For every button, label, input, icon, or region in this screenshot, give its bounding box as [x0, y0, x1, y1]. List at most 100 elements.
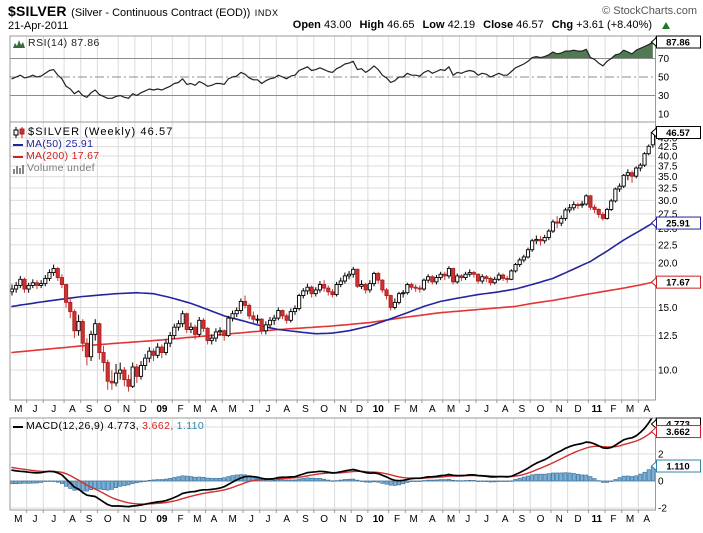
svg-text:15.0: 15.0 [658, 303, 678, 314]
svg-text:11: 11 [591, 514, 602, 525]
time-axis-lower: M J J A S O N D 09 F M A M J J A S O N D 10 F M A M J J A S O N D 11 F M A [14, 510, 650, 525]
svg-text:A: A [211, 514, 218, 525]
svg-text:N: N [556, 514, 563, 525]
date-label: 21-Apr-2011 [8, 20, 69, 32]
svg-text:30: 30 [658, 91, 670, 102]
svg-text:J: J [484, 404, 489, 415]
svg-text:0: 0 [658, 477, 664, 488]
ma200-line-icon [13, 155, 23, 158]
svg-text:M: M [14, 514, 22, 525]
rsi-legend: RSI(14) 87.86 [13, 38, 100, 49]
svg-text:17.67: 17.67 [666, 278, 690, 289]
svg-text:A: A [283, 514, 290, 525]
svg-text:M: M [626, 404, 634, 415]
low-value: 42.19 [447, 19, 476, 31]
svg-text:J: J [484, 514, 489, 525]
svg-text:F: F [178, 404, 184, 415]
time-axis-upper: M J J A S O N D 09 F M A M J J A S O N D 10 F M A M J J A S O N D 11 F M A [14, 400, 650, 415]
chg-pair: Chg +3.61 (+8.40%) [551, 19, 652, 31]
svg-text:A: A [502, 514, 509, 525]
symbol-description: (Silver - Continuous Contract (EOD)) [71, 7, 251, 19]
svg-text:A: A [211, 404, 218, 415]
rsi-legend-label: RSI(14) 87.86 [28, 37, 100, 49]
svg-text:10.0: 10.0 [658, 366, 678, 377]
svg-text:42.5: 42.5 [658, 142, 678, 153]
macd-legend-signal: 3.662, [142, 420, 174, 432]
svg-text:87.86: 87.86 [666, 38, 690, 49]
svg-text:S: S [519, 404, 526, 415]
candlestick-icon [13, 127, 25, 138]
svg-text:46.57: 46.57 [666, 128, 690, 139]
svg-text:O: O [104, 514, 112, 525]
svg-text:20.0: 20.0 [658, 259, 678, 270]
svg-text:F: F [394, 404, 400, 415]
svg-text:M: M [193, 514, 201, 525]
svg-text:J: J [249, 404, 254, 415]
svg-text:D: D [574, 514, 581, 525]
svg-text:M: M [409, 404, 417, 415]
svg-text:J: J [266, 514, 271, 525]
svg-text:J: J [465, 514, 470, 525]
price-legend-symbol-row: $SILVER (Weekly) 46.57 [13, 127, 173, 138]
chg-value: +3.61 (+8.40%) [576, 19, 652, 31]
svg-text:N: N [123, 404, 130, 415]
price-legend: $SILVER (Weekly) 46.57 MA(50) 25.91 MA(2… [13, 127, 173, 175]
svg-text:D: D [356, 514, 363, 525]
svg-text:J: J [51, 404, 56, 415]
svg-text:O: O [537, 514, 545, 525]
svg-text:O: O [320, 514, 328, 525]
rsi-line [11, 41, 654, 99]
quote-row: Open 43.00 High 46.65 Low 42.19 Close 46… [293, 19, 670, 31]
svg-text:4.773: 4.773 [666, 420, 690, 431]
svg-text:M: M [193, 404, 201, 415]
svg-text:09: 09 [156, 514, 168, 525]
open-value: 43.00 [323, 19, 352, 31]
svg-text:A: A [69, 514, 76, 525]
svg-text:M: M [14, 404, 22, 415]
svg-text:09: 09 [156, 404, 168, 415]
svg-text:32.5: 32.5 [658, 184, 678, 195]
svg-text:11: 11 [591, 404, 602, 415]
close-pair: Close 46.57 [483, 19, 544, 31]
svg-text:A: A [429, 514, 436, 525]
ma50-legend: MA(50) 25.91 [26, 138, 94, 150]
svg-text:D: D [574, 404, 581, 415]
rsi-overbought-fill [12, 42, 653, 59]
volume-legend-row: Volume undef [13, 163, 173, 174]
svg-text:3.662: 3.662 [666, 427, 690, 438]
copyright: © StockCharts.com [602, 5, 697, 17]
svg-text:N: N [556, 404, 563, 415]
low-pair: Low 42.19 [422, 19, 476, 31]
volume-legend: Volume undef [27, 162, 95, 174]
svg-text:D: D [140, 514, 147, 525]
macd-legend-main: MACD(12,26,9) 4.773, [26, 420, 140, 432]
svg-text:O: O [320, 404, 328, 415]
svg-text:10: 10 [658, 110, 670, 121]
rsi-axis: 70 50 30 10 87.86 [650, 35, 701, 121]
svg-text:35.0: 35.0 [658, 172, 678, 183]
svg-text:O: O [537, 404, 545, 415]
svg-text:M: M [447, 404, 455, 415]
svg-text:37.5: 37.5 [658, 161, 678, 172]
candles [10, 132, 655, 392]
svg-text:J: J [32, 514, 37, 525]
open-pair: Open 43.00 [292, 19, 352, 31]
ma50-line-icon [13, 143, 23, 146]
svg-text:S: S [86, 514, 93, 525]
svg-text:N: N [123, 514, 130, 525]
macd-histogram [10, 466, 655, 492]
svg-text:27.5: 27.5 [658, 209, 678, 220]
symbol: $SILVER [8, 3, 67, 19]
svg-text:22.5: 22.5 [658, 240, 678, 251]
high-pair: High 46.65 [359, 19, 415, 31]
svg-text:A: A [429, 404, 436, 415]
svg-text:D: D [140, 404, 147, 415]
svg-text:10: 10 [373, 514, 385, 525]
svg-text:M: M [228, 514, 236, 525]
svg-text:F: F [178, 514, 184, 525]
svg-text:J: J [32, 404, 37, 415]
svg-text:J: J [266, 404, 271, 415]
svg-text:F: F [610, 404, 616, 415]
